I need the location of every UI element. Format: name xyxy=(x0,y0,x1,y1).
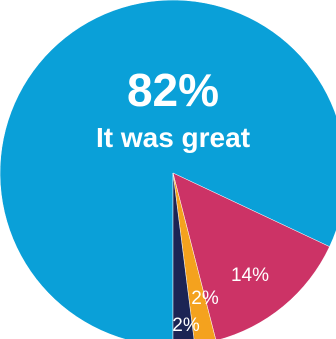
slice-label-2-percent-orange: 2% xyxy=(191,288,219,309)
slice-label-largest-percent: 82% xyxy=(127,64,219,116)
slice-label-2-percent-navy: 2% xyxy=(172,315,200,336)
slice-2-percent-orange xyxy=(172,172,216,339)
slice-2-percent-navy xyxy=(172,172,195,339)
slice-14-percent xyxy=(172,172,330,339)
slice-label-14-percent: 14% xyxy=(231,265,269,286)
slice-label-largest-caption: It was great xyxy=(96,122,250,153)
pie-labels: 82% It was great 14% 2% 2% xyxy=(96,64,269,336)
